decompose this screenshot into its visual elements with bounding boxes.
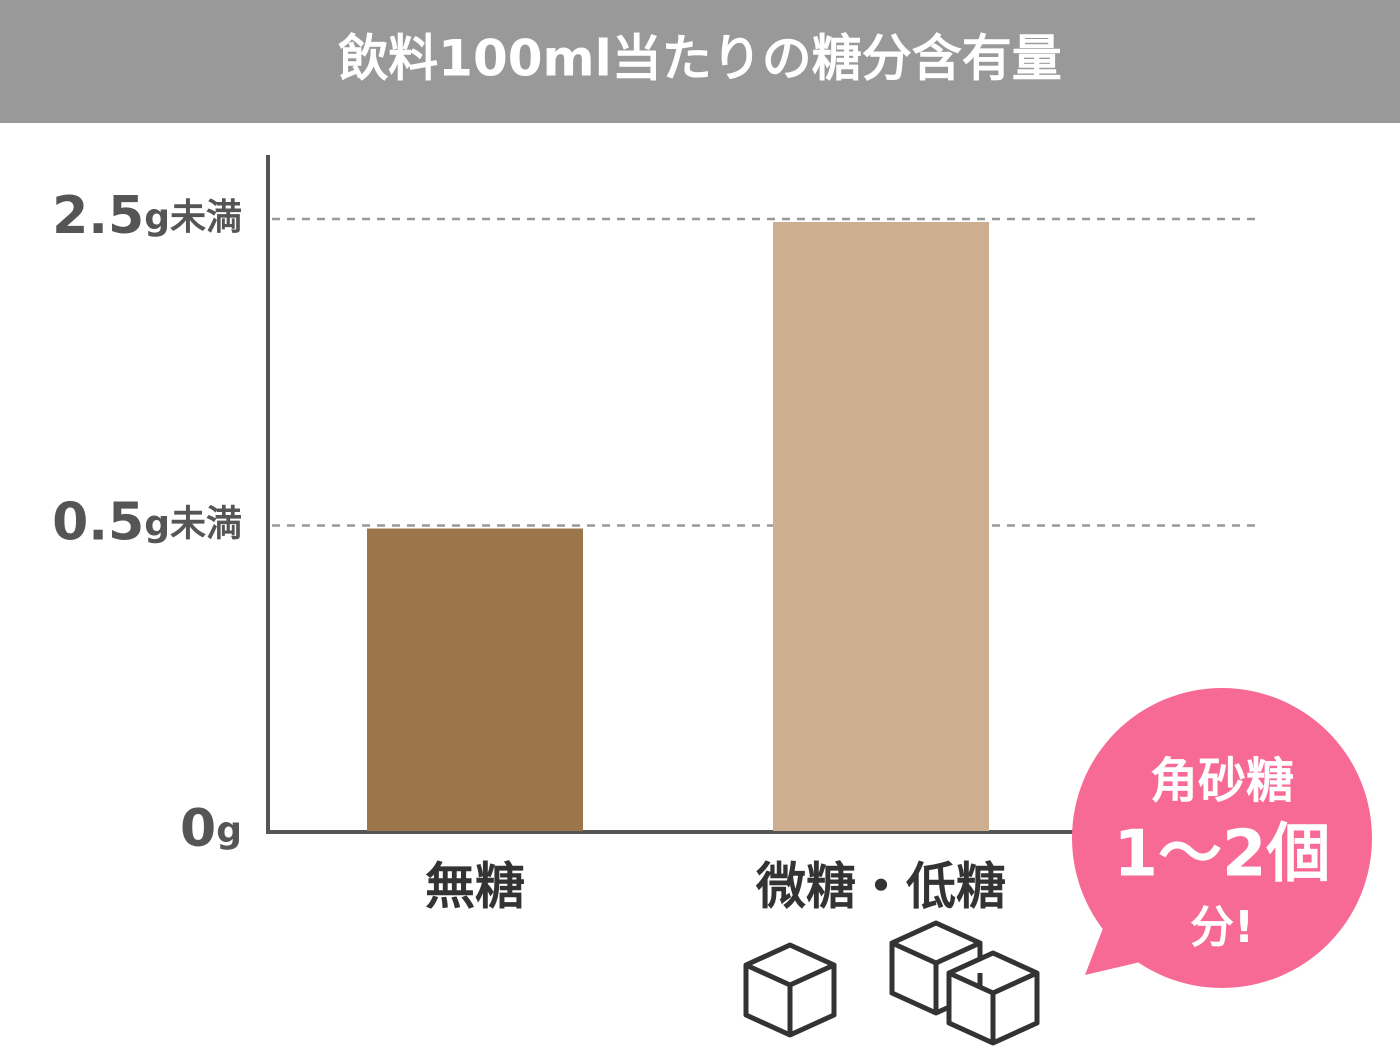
callout: 角砂糖 1〜2個 分! xyxy=(1072,688,1372,988)
callout-bubble xyxy=(1072,688,1372,988)
annotation: 角砂糖 xyxy=(1150,753,1294,809)
sugar-cube xyxy=(946,950,1040,1046)
bar xyxy=(367,528,583,831)
axes xyxy=(266,155,1090,834)
sugar-cube xyxy=(743,942,837,1038)
y-tick-label: 0g xyxy=(180,799,242,859)
y-tick-label: 0.5g未満 xyxy=(52,493,242,553)
sugar-cubes xyxy=(743,920,1040,1046)
x-tick-label: 微糖・低糖 xyxy=(755,858,1006,916)
x-tick-label: 無糖 xyxy=(425,858,525,916)
y-tick-label: 2.5g未満 xyxy=(52,186,242,246)
bar xyxy=(773,222,989,831)
title-banner xyxy=(0,0,1400,123)
chart-title: 飲料100ml当たりの糖分含有量 xyxy=(338,30,1062,88)
annotation: 1〜2個 xyxy=(1113,818,1330,892)
annotation: 分! xyxy=(1190,902,1254,953)
